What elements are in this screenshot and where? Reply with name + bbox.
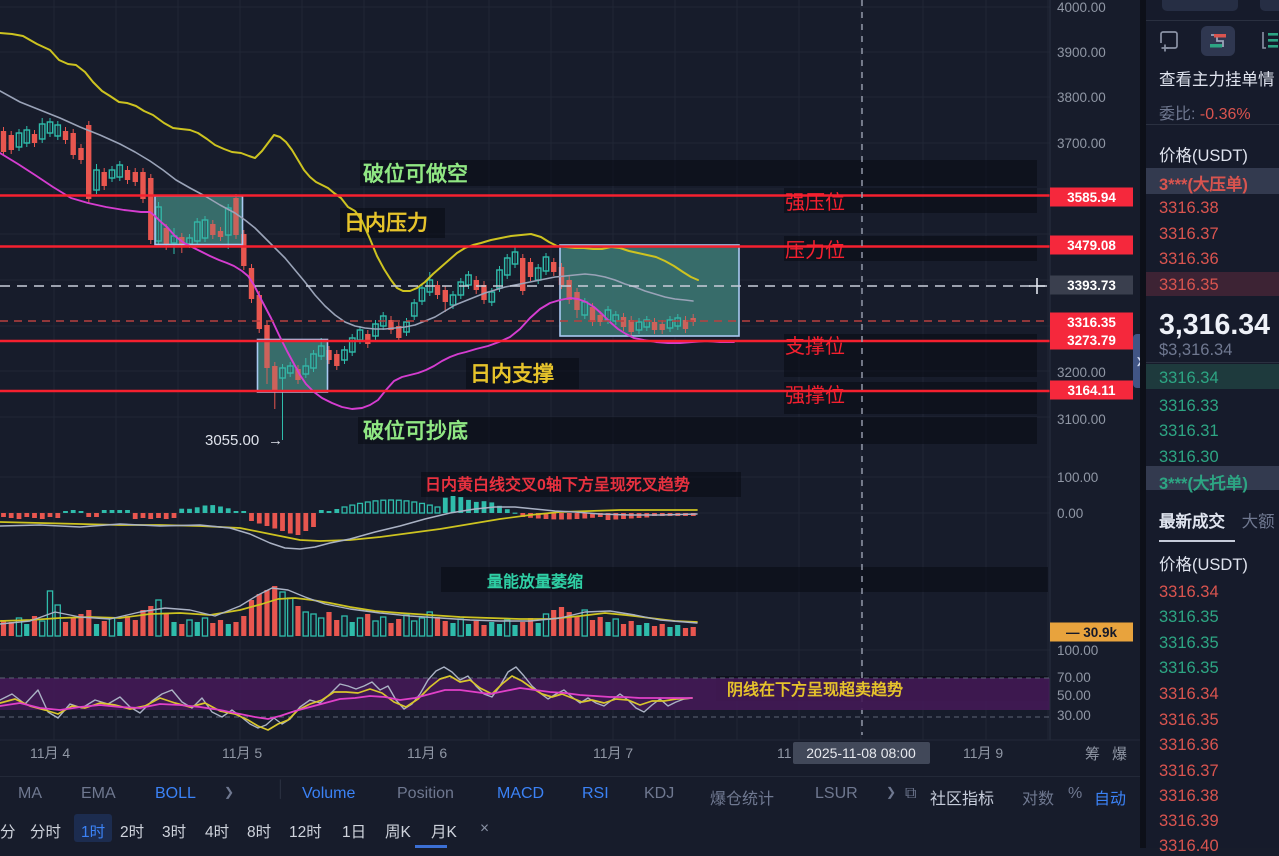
- svg-text:11月 5: 11月 5: [222, 745, 262, 761]
- svg-text:50.00: 50.00: [1057, 688, 1091, 703]
- svg-text:→: →: [268, 432, 283, 449]
- svg-text:阴线在下方呈现超卖趋势: 阴线在下方呈现超卖趋势: [727, 680, 903, 699]
- svg-text:100.00: 100.00: [1057, 643, 1098, 658]
- svg-text:日内压力: 日内压力: [344, 211, 428, 235]
- svg-text:3100.00: 3100.00: [1057, 412, 1106, 427]
- svg-text:3273.79: 3273.79: [1067, 333, 1116, 348]
- svg-text:3164.11: 3164.11: [1067, 383, 1116, 398]
- svg-text:破位可抄底: 破位可抄底: [363, 419, 468, 443]
- svg-text:破位可做空: 破位可做空: [363, 162, 468, 186]
- svg-text:日内黄白线交叉0轴下方呈现死叉趋势: 日内黄白线交叉0轴下方呈现死叉趋势: [425, 475, 690, 494]
- svg-text:3055.00: 3055.00: [205, 432, 259, 449]
- svg-text:11月 9: 11月 9: [963, 745, 1003, 761]
- svg-text:3700.00: 3700.00: [1057, 136, 1106, 151]
- svg-text:爆: 爆: [1112, 746, 1127, 763]
- svg-text:11月 4: 11月 4: [30, 745, 70, 761]
- svg-text:100.00: 100.00: [1057, 470, 1098, 485]
- svg-text:压力位: 压力位: [785, 239, 845, 262]
- svg-text:支撑位: 支撑位: [785, 335, 845, 358]
- svg-text:3316.35: 3316.35: [1067, 315, 1116, 330]
- svg-text:11月 7: 11月 7: [593, 745, 633, 761]
- svg-text:筹: 筹: [1085, 746, 1100, 763]
- svg-text:强压位: 强压位: [785, 191, 845, 214]
- svg-text:2025-11-08 08:00: 2025-11-08 08:00: [806, 745, 916, 761]
- svg-text:强撑位: 强撑位: [785, 384, 845, 407]
- svg-text:3800.00: 3800.00: [1057, 90, 1106, 105]
- svg-text:量能放量萎缩: 量能放量萎缩: [487, 572, 583, 591]
- svg-text:0.00: 0.00: [1057, 506, 1083, 521]
- svg-text:3585.94: 3585.94: [1067, 190, 1116, 205]
- svg-text:4000.00: 4000.00: [1057, 0, 1106, 15]
- svg-text:30.00: 30.00: [1057, 708, 1091, 723]
- svg-text:3900.00: 3900.00: [1057, 45, 1106, 60]
- svg-text:日内支撑: 日内支撑: [470, 362, 554, 386]
- svg-text:3200.00: 3200.00: [1057, 365, 1106, 380]
- svg-text:— 30.9k: — 30.9k: [1066, 625, 1118, 640]
- svg-text:3479.08: 3479.08: [1067, 238, 1116, 253]
- svg-text:70.00: 70.00: [1057, 670, 1091, 685]
- svg-text:3393.73: 3393.73: [1067, 278, 1116, 293]
- svg-text:11月 6: 11月 6: [407, 745, 447, 761]
- svg-text:11: 11: [777, 745, 792, 761]
